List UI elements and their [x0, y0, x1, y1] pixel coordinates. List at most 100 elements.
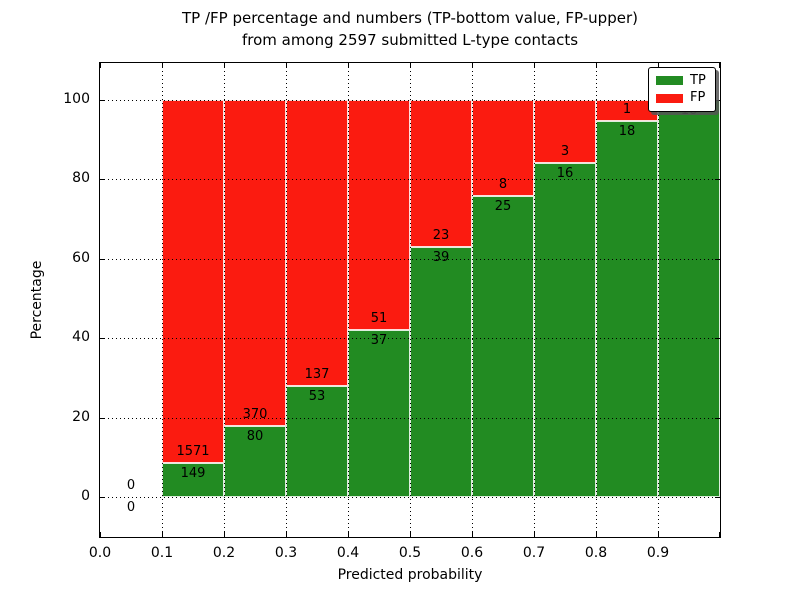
- bar-label-tp: 18: [618, 123, 636, 139]
- bar-label-tp: 37: [370, 333, 388, 349]
- bar-segment-fp: [224, 100, 286, 427]
- tick-mark-bottom: [719, 532, 720, 537]
- tick-mark-top: [596, 63, 597, 68]
- tick-mark-bottom: [658, 532, 659, 537]
- bar-segment-fp: [348, 100, 410, 331]
- x-tick-label: 0.8: [584, 545, 608, 561]
- tick-mark-top: [410, 63, 411, 68]
- gridline-vertical: [348, 63, 349, 537]
- x-axis-label: Predicted probability: [337, 567, 483, 583]
- gridline-horizontal: [100, 417, 720, 419]
- bar-label-tp: 53: [308, 389, 326, 405]
- tick-mark-top: [472, 63, 473, 68]
- tick-mark-left: [100, 258, 105, 260]
- x-tick-label: 0.2: [212, 545, 236, 561]
- x-tick-label: 0.7: [522, 545, 546, 561]
- bar-label-tp: 149: [180, 465, 206, 481]
- x-tick-label: 0.5: [398, 545, 422, 561]
- tick-mark-right: [715, 100, 720, 101]
- gridline-vertical: [472, 63, 473, 537]
- tick-mark-top: [534, 63, 535, 68]
- tick-mark-left: [100, 100, 105, 101]
- bar-label-tp: 16: [556, 165, 574, 181]
- gridline-horizontal: [100, 338, 720, 340]
- tick-mark-top: [100, 63, 101, 68]
- bar-label-fp: 137: [304, 367, 330, 383]
- x-tick-label: 0.4: [336, 545, 360, 561]
- gridline-vertical: [410, 63, 411, 537]
- gridline-horizontal: [100, 100, 720, 101]
- legend-item: TP: [649, 72, 715, 88]
- tick-mark-left: [100, 338, 105, 340]
- tick-mark-right: [715, 417, 720, 419]
- bar-segment-fp: [162, 100, 224, 463]
- bar-segment-tp: [658, 100, 720, 497]
- tick-mark-top: [658, 63, 659, 68]
- tick-mark-top: [348, 63, 349, 68]
- tick-mark-top: [224, 63, 225, 68]
- gridline-horizontal: [100, 258, 720, 260]
- gridline-vertical: [596, 63, 597, 537]
- bar-segment-fp: [596, 100, 658, 121]
- bar-label-tp: 80: [246, 429, 264, 445]
- bar-label-tp: 39: [432, 250, 450, 266]
- tick-mark-left: [100, 497, 105, 498]
- chart-title-line2: from among 2597 submitted L-type contact…: [241, 31, 579, 49]
- bar-segment-fp: [410, 100, 472, 248]
- bar-segment-fp: [534, 100, 596, 163]
- chart-title-line1: TP /FP percentage and numbers (TP-bottom…: [182, 9, 638, 27]
- legend-swatch: [656, 76, 683, 86]
- bar-label-fp: 0: [126, 478, 136, 493]
- bar-label-fp: 1571: [176, 443, 210, 459]
- tick-mark-right: [715, 258, 720, 260]
- bar-label-fp: 23: [432, 228, 450, 244]
- gridline-vertical: [162, 63, 163, 537]
- x-tick-label: 0.6: [460, 545, 484, 561]
- legend-item: FP: [649, 91, 715, 105]
- x-tick-label: 0.3: [274, 545, 298, 561]
- legend-label: FP: [690, 90, 706, 106]
- bar-segment-tp: [162, 462, 224, 497]
- bar-label-fp: 3: [560, 143, 570, 159]
- tick-mark-bottom: [534, 532, 535, 537]
- gridline-vertical: [658, 63, 659, 537]
- tick-mark-right: [715, 179, 720, 181]
- y-tick-label: 40: [72, 329, 90, 346]
- y-tick-label: 100: [63, 91, 90, 107]
- tick-mark-bottom: [286, 532, 287, 537]
- bar-label-fp: 1: [622, 101, 632, 117]
- y-tick-label: 60: [72, 249, 90, 266]
- y-tick-label: 0: [81, 488, 90, 504]
- bar-segment-tp: [410, 247, 472, 497]
- legend-label: TP: [690, 72, 706, 88]
- legend-swatch: [656, 93, 683, 103]
- bar-segment-tp: [348, 330, 410, 497]
- bar-label-tp: 25: [494, 199, 512, 215]
- bar-segment-tp: [534, 162, 596, 497]
- y-tick-label: 80: [72, 170, 90, 187]
- tick-mark-top: [162, 63, 163, 68]
- tick-mark-top: [719, 63, 720, 68]
- tick-mark-bottom: [348, 532, 349, 537]
- tick-mark-left: [100, 417, 105, 419]
- tick-mark-bottom: [224, 532, 225, 537]
- gridline-vertical: [534, 63, 535, 537]
- bar-segment-tp: [472, 196, 534, 497]
- bar-label-fp: 51: [370, 311, 388, 327]
- bar-segment-tp: [596, 120, 658, 497]
- bar-segment-tp: [224, 426, 286, 497]
- tick-mark-bottom: [472, 532, 473, 537]
- tick-mark-top: [286, 63, 287, 68]
- gridline-vertical: [286, 63, 287, 537]
- x-tick-label: 0.1: [150, 545, 174, 561]
- gridline-horizontal: [100, 497, 720, 498]
- tick-mark-right: [715, 338, 720, 340]
- tick-mark-bottom: [100, 532, 101, 537]
- tick-mark-right: [715, 497, 720, 498]
- plot-area: 001571149370801375351372339825316118016: [99, 62, 721, 538]
- y-tick-label: 20: [72, 408, 90, 425]
- bar-label-fp: 8: [498, 177, 508, 193]
- gridline-vertical: [224, 63, 225, 537]
- bar-segment-tp: [286, 386, 348, 497]
- tick-mark-bottom: [410, 532, 411, 537]
